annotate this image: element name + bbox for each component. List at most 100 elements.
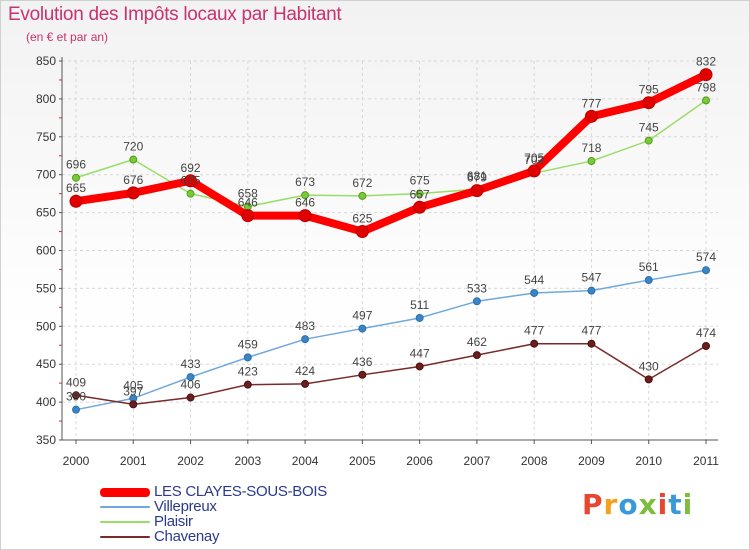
legend-label: Plaisir: [154, 513, 193, 530]
data-label: 511: [410, 298, 429, 312]
data-label: 409: [66, 375, 86, 389]
legend-label: LES CLAYES-SOUS-BOIS: [154, 483, 327, 500]
logo-letter: t: [668, 488, 683, 521]
data-label: 795: [639, 83, 659, 97]
data-label: 390: [66, 390, 86, 404]
x-tick-label: 2004: [292, 454, 319, 468]
data-label: 646: [295, 196, 315, 210]
series-line: [75, 99, 707, 208]
data-label: 675: [410, 174, 430, 188]
data-label: 665: [66, 181, 86, 195]
data-point: [527, 164, 541, 178]
data-label: 397: [123, 384, 143, 398]
logo-letter: x: [638, 488, 658, 521]
data-label: 424: [295, 364, 315, 378]
data-point: [301, 335, 310, 344]
data-point: [642, 96, 656, 110]
data-point: [355, 225, 369, 239]
data-point: [358, 324, 367, 333]
data-point: [243, 353, 252, 362]
data-point: [644, 375, 653, 384]
y-tick-label: 600: [36, 244, 56, 258]
data-label: 673: [295, 175, 315, 189]
data-point: [702, 266, 710, 275]
data-point: [530, 339, 539, 348]
data-point: [472, 297, 481, 306]
legend-label: Chavenay: [154, 528, 220, 545]
data-point: [470, 184, 484, 198]
data-point: [186, 189, 195, 198]
data-point: [413, 200, 427, 214]
data-label: 798: [696, 80, 716, 94]
data-label: 533: [467, 281, 487, 295]
data-point: [184, 174, 198, 188]
legend-swatch: [100, 521, 150, 523]
data-label: 675: [181, 174, 201, 188]
data-point: [129, 400, 138, 409]
y-tick-label: 700: [36, 168, 56, 182]
y-tick-label: 800: [36, 92, 56, 106]
data-point: [415, 313, 424, 322]
logo-letter: o: [618, 488, 639, 521]
legend-swatch: [100, 488, 150, 497]
data-point: [587, 286, 596, 295]
data-point: [415, 189, 424, 198]
data-label: 423: [238, 365, 258, 379]
data-point: [702, 96, 710, 105]
y-tick-label: 450: [36, 357, 56, 371]
x-tick-label: 2002: [177, 454, 204, 468]
x-tick-label: 2010: [635, 454, 662, 468]
data-point: [72, 405, 80, 414]
data-label: 676: [123, 173, 143, 187]
data-label: 718: [581, 141, 601, 155]
data-point: [358, 191, 367, 200]
data-label: 720: [123, 140, 143, 154]
x-tick-label: 2006: [406, 454, 433, 468]
data-label: 679: [467, 171, 487, 185]
y-tick-label: 650: [36, 206, 56, 220]
series-line: [75, 269, 707, 411]
chart-title: Evolution des Impôts locaux par Habitant: [8, 4, 342, 25]
data-label: 672: [352, 176, 372, 190]
data-point: [587, 157, 596, 166]
data-label: 702: [524, 153, 544, 167]
data-label: 657: [410, 187, 430, 201]
data-point: [530, 288, 539, 297]
data-label: 681: [467, 169, 487, 183]
y-tick-label: 750: [36, 130, 56, 144]
data-point: [644, 136, 653, 145]
x-tick-label: 2000: [63, 454, 90, 468]
data-point: [186, 373, 195, 382]
y-tick-label: 400: [36, 395, 56, 409]
data-point: [644, 276, 653, 285]
data-label: 447: [410, 346, 430, 360]
data-label: 625: [352, 212, 372, 226]
data-label: 497: [352, 309, 372, 323]
data-point: [301, 191, 310, 200]
series-villepreux: [72, 266, 710, 414]
data-point: [587, 339, 596, 348]
chart-subtitle: (en € et par an): [26, 30, 109, 44]
x-tick-label: 2007: [464, 454, 491, 468]
data-point: [129, 155, 138, 164]
legend-label: Villepreux: [154, 498, 217, 515]
data-point: [472, 351, 481, 360]
data-point: [243, 380, 252, 389]
y-tick-label: 500: [36, 319, 56, 333]
data-label: 477: [581, 324, 601, 338]
data-point: [241, 209, 255, 223]
data-point: [584, 109, 598, 123]
data-label: 745: [639, 121, 659, 135]
data-label: 406: [181, 378, 201, 392]
series-chavenay: [72, 339, 710, 409]
x-tick-label: 2003: [234, 454, 261, 468]
data-point: [301, 379, 310, 388]
data-label: 433: [181, 357, 201, 371]
logo-letter: i: [657, 488, 669, 521]
legend-swatch: [100, 536, 150, 538]
data-label: 832: [696, 55, 716, 69]
data-label: 430: [639, 359, 659, 373]
